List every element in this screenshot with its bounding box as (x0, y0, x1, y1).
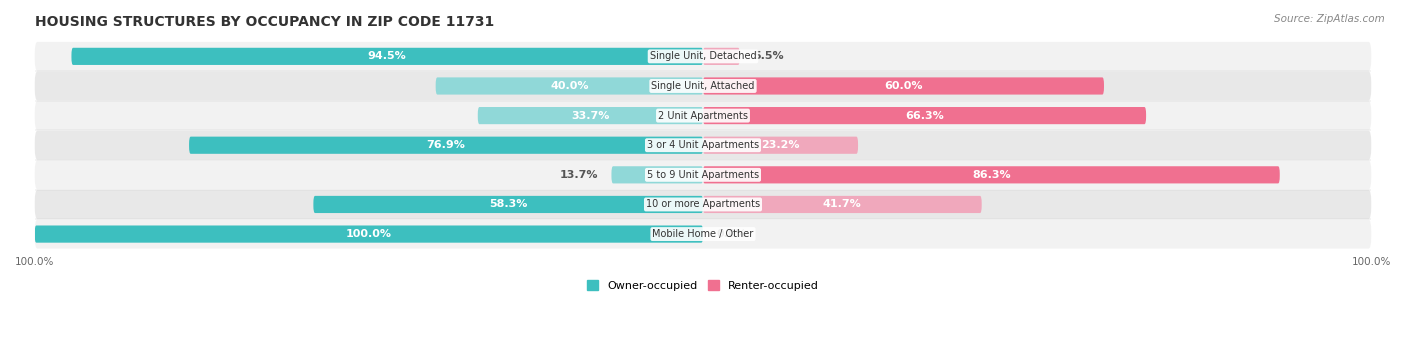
FancyBboxPatch shape (478, 107, 703, 124)
FancyBboxPatch shape (612, 166, 703, 183)
Text: 66.3%: 66.3% (905, 110, 943, 121)
Text: 33.7%: 33.7% (571, 110, 610, 121)
Text: Mobile Home / Other: Mobile Home / Other (652, 229, 754, 239)
FancyBboxPatch shape (35, 160, 1371, 189)
Text: 100.0%: 100.0% (346, 229, 392, 239)
FancyBboxPatch shape (436, 77, 703, 94)
Text: 86.3%: 86.3% (972, 170, 1011, 180)
Text: Single Unit, Attached: Single Unit, Attached (651, 81, 755, 91)
FancyBboxPatch shape (188, 137, 703, 154)
Text: 58.3%: 58.3% (489, 199, 527, 209)
Text: 40.0%: 40.0% (550, 81, 589, 91)
Text: Source: ZipAtlas.com: Source: ZipAtlas.com (1274, 14, 1385, 24)
FancyBboxPatch shape (35, 42, 1371, 71)
FancyBboxPatch shape (703, 77, 1104, 94)
Legend: Owner-occupied, Renter-occupied: Owner-occupied, Renter-occupied (582, 276, 824, 295)
Text: 23.2%: 23.2% (761, 140, 800, 150)
FancyBboxPatch shape (703, 137, 858, 154)
Text: 5.5%: 5.5% (754, 51, 783, 61)
FancyBboxPatch shape (703, 166, 1279, 183)
Text: 3 or 4 Unit Apartments: 3 or 4 Unit Apartments (647, 140, 759, 150)
Text: Single Unit, Detached: Single Unit, Detached (650, 51, 756, 61)
FancyBboxPatch shape (72, 48, 703, 65)
Text: 0.0%: 0.0% (717, 229, 747, 239)
Text: 76.9%: 76.9% (426, 140, 465, 150)
FancyBboxPatch shape (35, 101, 1371, 130)
FancyBboxPatch shape (35, 72, 1371, 101)
FancyBboxPatch shape (35, 225, 703, 243)
Text: 5 to 9 Unit Apartments: 5 to 9 Unit Apartments (647, 170, 759, 180)
Text: HOUSING STRUCTURES BY OCCUPANCY IN ZIP CODE 11731: HOUSING STRUCTURES BY OCCUPANCY IN ZIP C… (35, 15, 494, 29)
FancyBboxPatch shape (703, 48, 740, 65)
FancyBboxPatch shape (703, 196, 981, 213)
Text: 10 or more Apartments: 10 or more Apartments (645, 199, 761, 209)
Text: 41.7%: 41.7% (823, 199, 862, 209)
Text: 2 Unit Apartments: 2 Unit Apartments (658, 110, 748, 121)
FancyBboxPatch shape (35, 131, 1371, 160)
Text: 94.5%: 94.5% (368, 51, 406, 61)
FancyBboxPatch shape (703, 107, 1146, 124)
FancyBboxPatch shape (314, 196, 703, 213)
Text: 60.0%: 60.0% (884, 81, 922, 91)
Text: 13.7%: 13.7% (560, 170, 598, 180)
FancyBboxPatch shape (35, 190, 1371, 219)
FancyBboxPatch shape (35, 220, 1371, 249)
